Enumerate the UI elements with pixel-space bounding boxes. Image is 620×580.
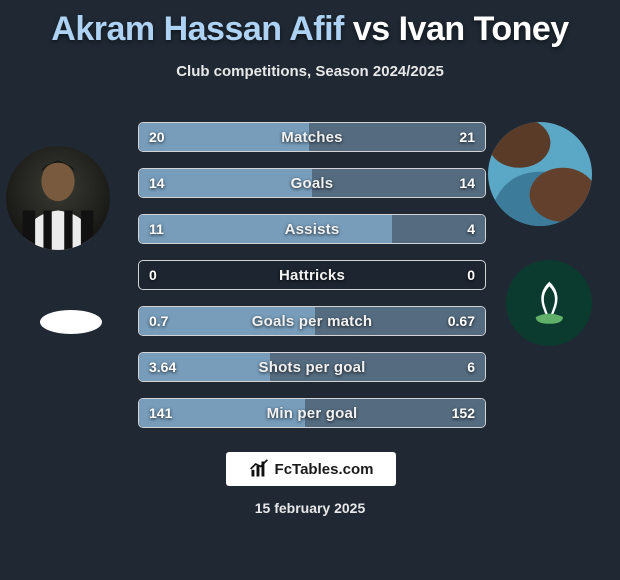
player2-avatar [488, 122, 592, 226]
stat-label: Assists [139, 215, 485, 243]
stat-value-right: 0.67 [448, 307, 475, 335]
vs-label: vs [353, 10, 390, 48]
stats-panel: 20 Matches 21 14 Goals 14 11 Assists 4 0… [138, 122, 486, 444]
chart-icon [249, 459, 269, 479]
generated-date: 15 february 2025 [0, 500, 620, 516]
stat-row: 20 Matches 21 [138, 122, 486, 152]
stat-value-right: 6 [467, 353, 475, 381]
stat-label: Shots per goal [139, 353, 485, 381]
stat-label: Goals [139, 169, 485, 197]
player2-club-badge [506, 260, 592, 346]
player2-name: Ivan Toney [399, 10, 569, 48]
stat-row: 14 Goals 14 [138, 168, 486, 198]
stat-row: 0.7 Goals per match 0.67 [138, 306, 486, 336]
stat-value-right: 4 [467, 215, 475, 243]
stat-row: 11 Assists 4 [138, 214, 486, 244]
page-title: Akram Hassan Afif vs Ivan Toney [0, 0, 620, 49]
stat-label: Goals per match [139, 307, 485, 335]
stat-label: Hattricks [139, 261, 485, 289]
stat-row: 141 Min per goal 152 [138, 398, 486, 428]
stat-value-right: 14 [459, 169, 475, 197]
stat-value-right: 0 [467, 261, 475, 289]
player1-club-badge [40, 310, 102, 334]
stat-label: Min per goal [139, 399, 485, 427]
stat-label: Matches [139, 123, 485, 151]
player1-name: Akram Hassan Afif [51, 10, 344, 48]
brand-badge: FcTables.com [226, 452, 396, 486]
subtitle: Club competitions, Season 2024/2025 [0, 63, 620, 80]
player1-avatar [6, 146, 110, 250]
stat-row: 0 Hattricks 0 [138, 260, 486, 290]
stat-value-right: 21 [459, 123, 475, 151]
stat-row: 3.64 Shots per goal 6 [138, 352, 486, 382]
brand-label: FcTables.com [275, 461, 374, 478]
stat-value-right: 152 [452, 399, 475, 427]
